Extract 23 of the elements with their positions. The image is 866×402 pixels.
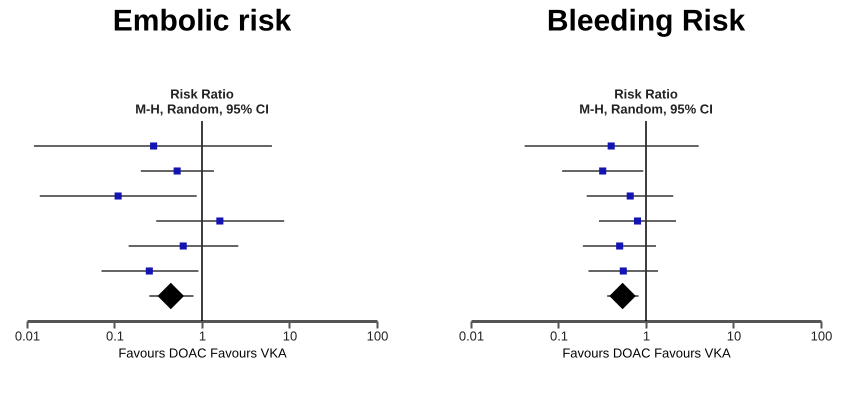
x-tick-label: 0.1	[106, 328, 124, 344]
x-tick-label: 0.01	[458, 328, 484, 344]
x-axis-title: Favours DOAC Favours VKA	[562, 346, 731, 360]
x-tick-label: 100	[810, 328, 832, 344]
chart-subtitle: Risk Ratio	[170, 86, 234, 102]
x-tick-label: 10	[282, 328, 298, 344]
x-tick-label: 10	[726, 328, 742, 344]
x-tick-label: 1	[642, 328, 650, 344]
point	[616, 242, 624, 250]
chart-subtitle: Risk Ratio	[614, 86, 678, 102]
point	[620, 267, 627, 275]
chart-title: Embolic risk	[112, 4, 292, 38]
point	[608, 142, 615, 150]
point	[626, 192, 634, 200]
x-tick-label: 0.1	[550, 328, 568, 344]
x-tick-label: 0.01	[14, 328, 40, 344]
text: M-H, Random, 95% CI	[579, 101, 713, 116]
point	[609, 282, 636, 310]
x-tick-label: 1	[198, 328, 206, 344]
text: M-H, Random, 95% CI	[135, 101, 269, 116]
x-axis-title: Favours DOAC Favours VKA	[118, 346, 287, 360]
x-tick-label: 100	[366, 328, 388, 344]
chart-title: Bleeding Risk	[546, 4, 746, 38]
